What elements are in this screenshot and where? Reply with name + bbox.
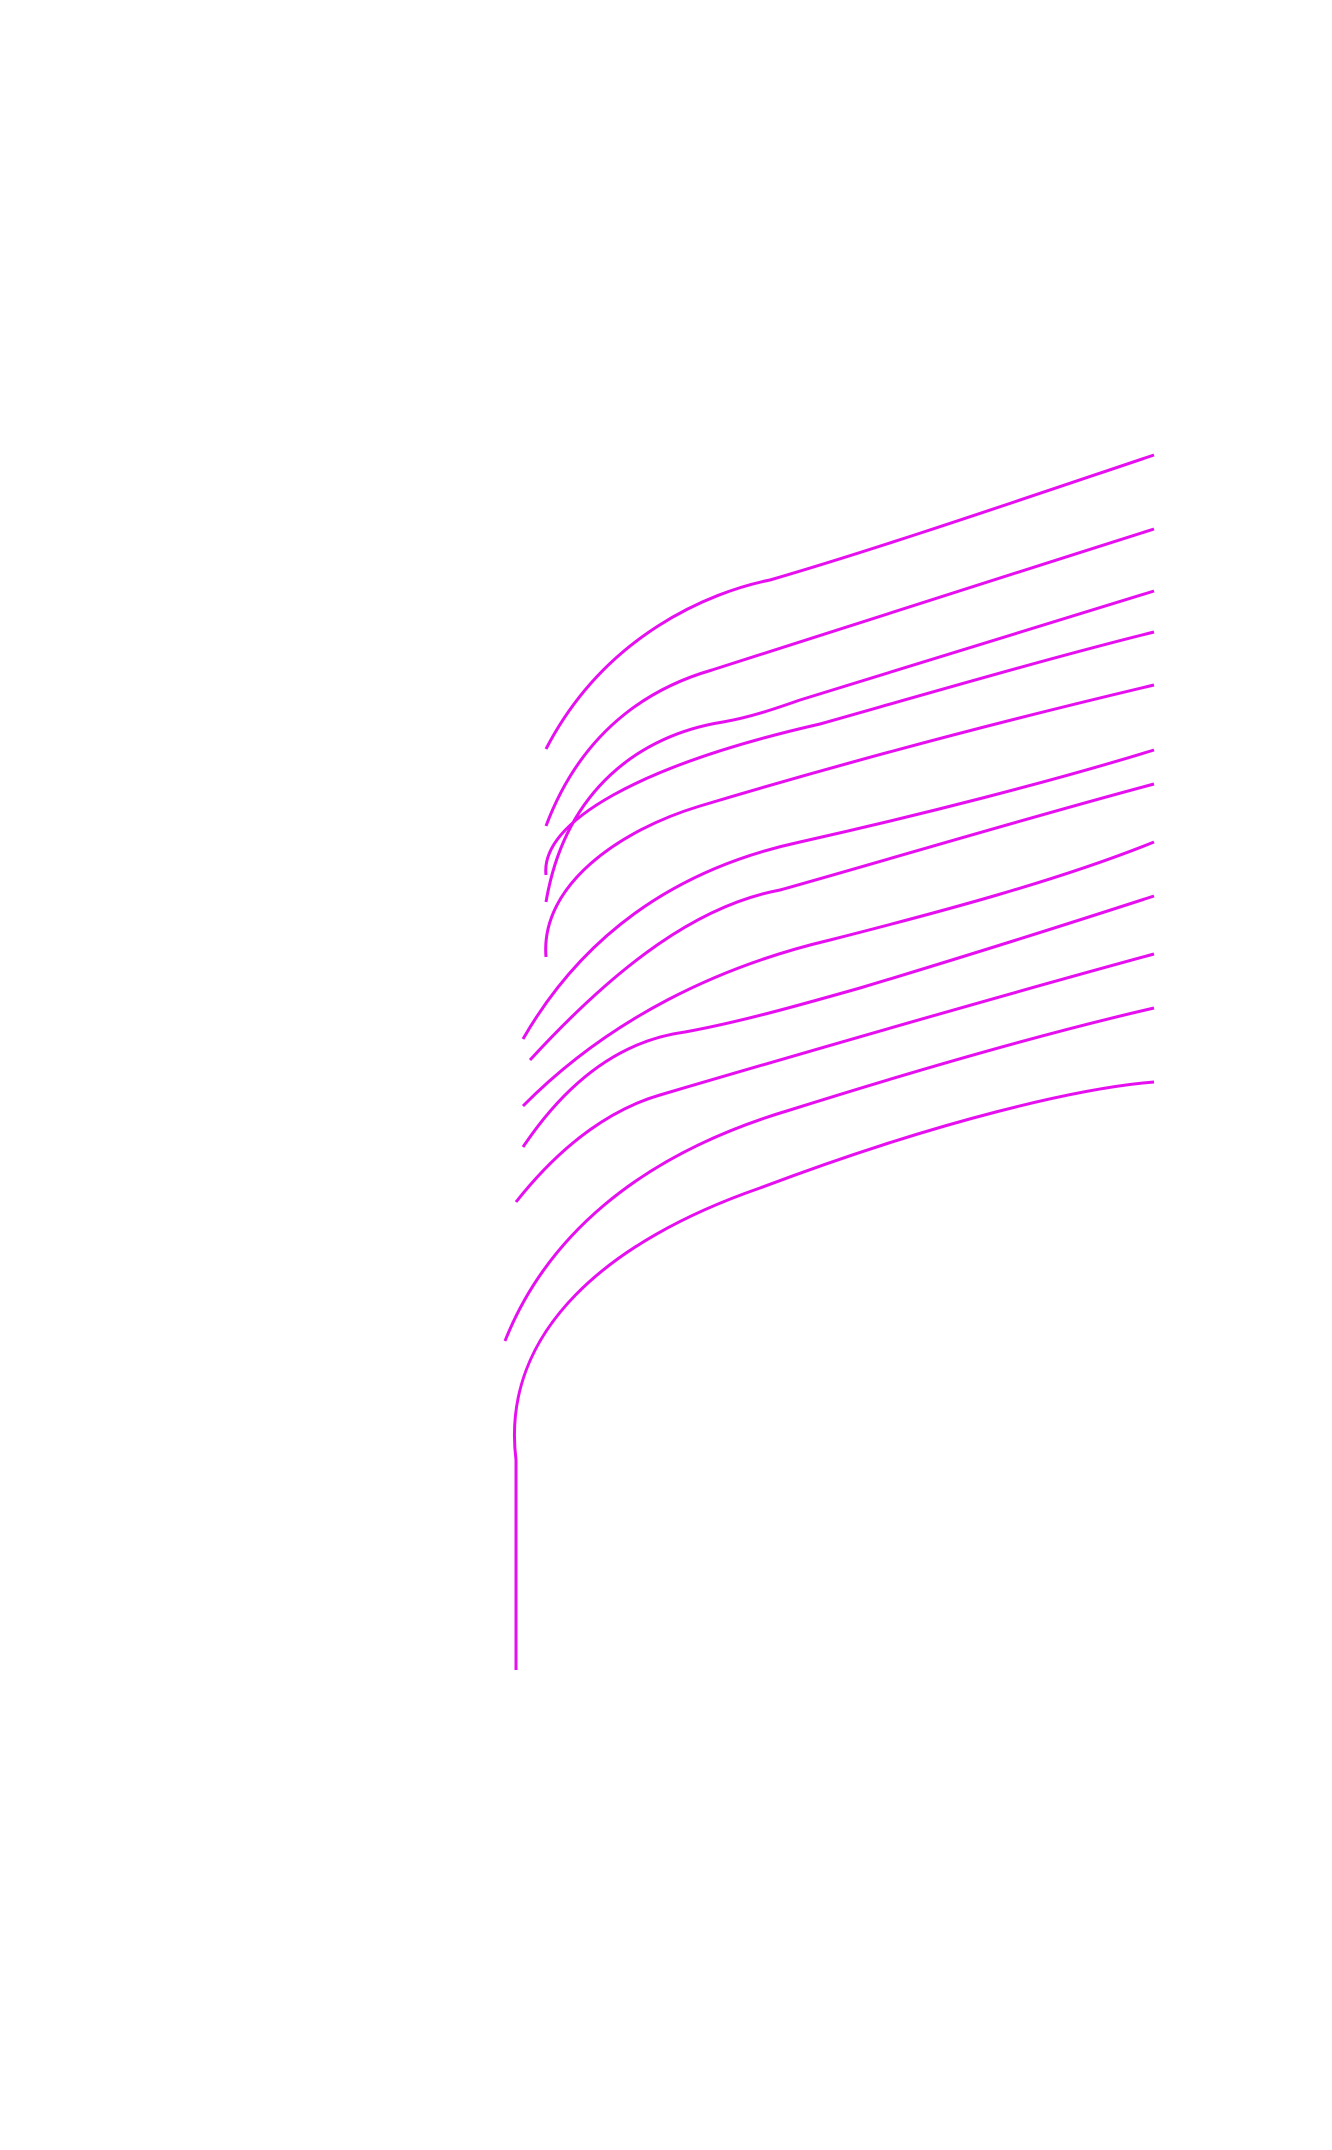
curve-4 <box>544 630 1155 876</box>
curve-5 <box>544 683 1155 958</box>
curve-7 <box>528 782 1155 1062</box>
curve-group <box>503 453 1155 1670</box>
curve-6 <box>521 748 1155 1040</box>
curve-12 <box>513 1080 1155 1670</box>
curve-10 <box>514 952 1155 1203</box>
curve-2 <box>544 527 1155 827</box>
curve-1 <box>544 453 1155 750</box>
curve-11 <box>503 1006 1155 1342</box>
curve-9 <box>521 894 1155 1148</box>
curve-3 <box>544 589 1155 903</box>
curve-8 <box>521 840 1155 1108</box>
